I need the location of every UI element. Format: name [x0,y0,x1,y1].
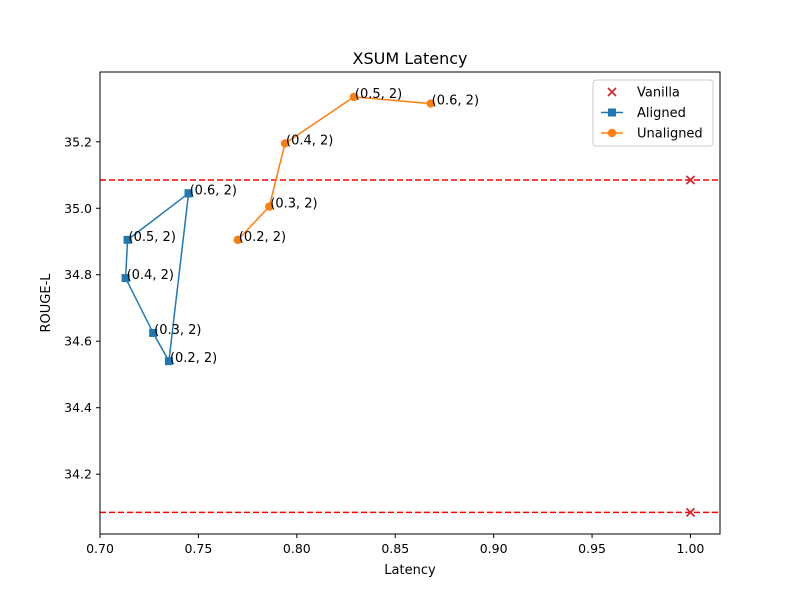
y-tick-label: 34.4 [64,400,92,415]
x-tick-label: 0.85 [381,541,409,556]
axis-ticks: 0.70 0.75 0.80 0.85 0.90 0.95 1.00 34.2 34.4 34.6… [64,134,704,556]
data-point [607,128,617,138]
point-annotation: (0.3, 2) [270,197,317,212]
x-tick-label: 0.75 [184,541,212,556]
data-point [164,357,173,366]
point-annotation: (0.5, 2) [355,87,402,102]
data-point [233,235,242,245]
point-annotation: (0.4, 2) [286,133,333,148]
series-line [124,192,190,364]
series-aligned [121,189,193,366]
legend-entry-unaligned: Unaligned [601,127,703,142]
data-point [280,139,290,148]
point-annotation: (0.2, 2) [239,230,286,245]
y-tick-label: 35.2 [64,134,92,149]
x-tick-label: 0.95 [578,541,606,556]
legend-box [592,79,714,147]
legend-label: Aligned [637,106,686,121]
data-point [349,92,359,102]
point-annotation: (0.2, 2) [170,351,217,366]
axes-frame [99,71,721,535]
point-annotation: (0.6, 2) [190,183,237,198]
y-tick-label: 35.0 [64,201,92,216]
x-axis-label: Latency [384,563,436,578]
point-annotation: (0.3, 2) [154,323,201,338]
data-point [685,507,696,518]
data-point [184,189,193,198]
legend-label: Unaligned [637,127,703,142]
legend: Vanilla Aligned Unaligned [592,79,714,147]
x-tick-label: 1.00 [677,541,705,556]
legend-label: Vanilla [637,86,680,101]
y-axis-label: ROUGE-L [39,273,54,333]
data-point [121,274,130,283]
plot-area: (0.6, 2) (0.5, 2) (0.4, 2) (0.3, 2) (0.2, 2)… [100,87,720,518]
legend-entry-aligned: Aligned [601,106,686,121]
data-point [426,99,435,108]
legend-entry-vanilla: Vanilla [607,86,680,101]
data-point [149,328,158,337]
x-tick-label: 0.70 [86,541,114,556]
x-tick-label: 0.90 [480,541,508,556]
x-tick-label: 0.80 [283,541,311,556]
data-point [685,175,696,185]
y-tick-label: 34.8 [64,267,92,282]
point-annotation: (0.5, 2) [129,230,176,245]
y-tick-label: 34.6 [64,334,92,349]
point-annotation: (0.6, 2) [432,94,479,109]
data-point [123,235,132,244]
data-point [265,202,274,211]
series-vanilla [685,175,696,518]
chart-title: XSUM Latency [353,49,468,68]
plot-content [100,92,720,518]
point-annotation: (0.4, 2) [127,268,174,283]
y-tick-label: 34.2 [64,467,92,482]
data-point [608,108,616,117]
series-unaligned [233,92,435,245]
data-point [607,87,617,97]
